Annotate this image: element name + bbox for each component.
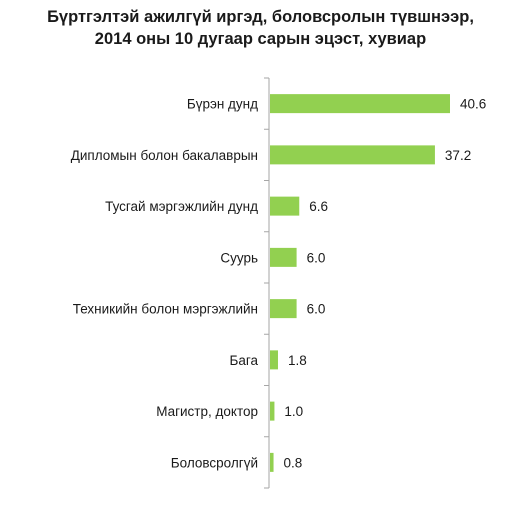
category-label: Тусгай мэргэжлийн дунд bbox=[105, 199, 258, 214]
data-label: 40.6 bbox=[460, 97, 486, 112]
category-label: Суурь bbox=[220, 250, 258, 265]
data-label: 37.2 bbox=[445, 148, 471, 163]
bar bbox=[270, 401, 275, 421]
category-label: Магистр, доктор bbox=[156, 404, 258, 419]
bar bbox=[270, 145, 435, 165]
bar bbox=[270, 196, 300, 216]
bar bbox=[270, 299, 297, 319]
data-label: 1.0 bbox=[284, 404, 303, 419]
chart-title-line-2: 2014 оны 10 дугаар сарын эцэст, хувиар bbox=[94, 30, 427, 48]
category-label: Техникийн болон мэргэжлийн bbox=[73, 302, 258, 317]
bar bbox=[270, 247, 297, 267]
data-label: 6.6 bbox=[309, 199, 328, 214]
chart-title-line-1: Бүртгэлтэй ажилгүй иргэд, боловсролын тү… bbox=[47, 8, 474, 26]
data-label: 1.8 bbox=[288, 353, 307, 368]
data-label: 6.0 bbox=[307, 302, 326, 317]
category-label: Боловсролгүй bbox=[171, 455, 258, 470]
category-label: Бүрэн дунд bbox=[187, 97, 258, 112]
chart-title: Бүртгэлтэй ажилгүй иргэд, боловсролын тү… bbox=[0, 6, 521, 50]
data-label: 6.0 bbox=[307, 250, 326, 265]
data-label: 0.8 bbox=[284, 455, 303, 470]
bar bbox=[270, 452, 274, 472]
category-label: Бага bbox=[229, 353, 258, 368]
bar bbox=[270, 94, 450, 114]
bar bbox=[270, 350, 278, 370]
category-label: Дипломын болон бакалаврын bbox=[71, 148, 258, 163]
